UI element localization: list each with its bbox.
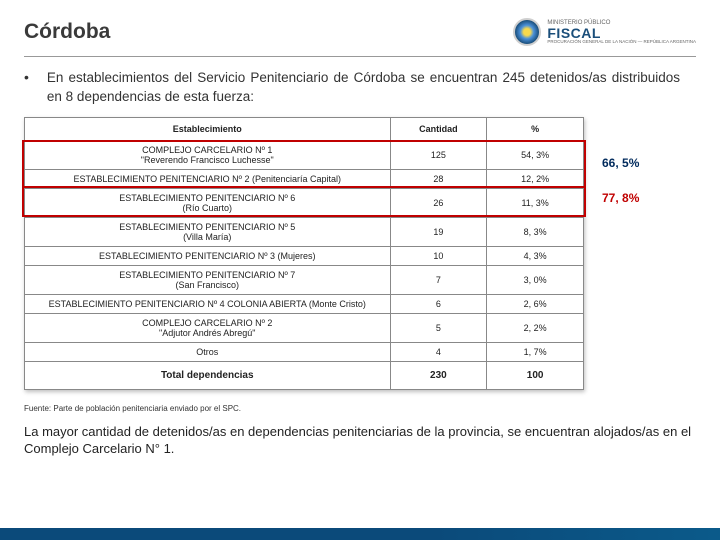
table-row: ESTABLECIMIENTO PENITENCIARIO Nº 7 (San … — [25, 265, 584, 294]
col-pct: % — [487, 117, 584, 140]
intro-text: En establecimientos del Servicio Peniten… — [47, 69, 680, 107]
table-container: Establecimiento Cantidad % COMPLEJO CARC… — [0, 117, 720, 390]
cell-cant: 125 — [390, 140, 487, 169]
cell-estab: ESTABLECIMIENTO PENITENCIARIO Nº 4 COLON… — [25, 294, 391, 313]
total-cant: 230 — [390, 361, 487, 389]
cell-estab: COMPLEJO CARCELARIO Nº 2 "Adjutor Andrés… — [25, 313, 391, 342]
cell-pct: 12, 2% — [487, 169, 584, 188]
table-row: ESTABLECIMIENTO PENITENCIARIO Nº 3 (Muje… — [25, 246, 584, 265]
cell-estab: COMPLEJO CARCELARIO Nº 1 "Reverendo Fran… — [25, 140, 391, 169]
table-row: COMPLEJO CARCELARIO Nº 1 "Reverendo Fran… — [25, 140, 584, 169]
table-total-row: Total dependencias230100 — [25, 361, 584, 389]
cell-estab: ESTABLECIMIENTO PENITENCIARIO Nº 6 (Río … — [25, 188, 391, 217]
conclusion-text: La mayor cantidad de detenidos/as en dep… — [0, 419, 720, 458]
total-pct: 100 — [487, 361, 584, 389]
cell-cant: 7 — [390, 265, 487, 294]
cell-estab: ESTABLECIMIENTO PENITENCIARIO Nº 5 (Vill… — [25, 217, 391, 246]
page-title: Córdoba — [24, 20, 110, 44]
source-text: Fuente: Parte de población penitenciaria… — [0, 390, 720, 419]
cell-pct: 2, 6% — [487, 294, 584, 313]
cell-cant: 10 — [390, 246, 487, 265]
logo-bigtext: FISCAL — [547, 26, 696, 40]
cell-cant: 6 — [390, 294, 487, 313]
cell-pct: 2, 2% — [487, 313, 584, 342]
cell-cant: 4 — [390, 342, 487, 361]
cell-cant: 28 — [390, 169, 487, 188]
cell-pct: 8, 3% — [487, 217, 584, 246]
cell-pct: 54, 3% — [487, 140, 584, 169]
footer-bar — [0, 528, 720, 540]
cell-pct: 11, 3% — [487, 188, 584, 217]
cell-pct: 3, 0% — [487, 265, 584, 294]
cell-cant: 19 — [390, 217, 487, 246]
table-row: ESTABLECIMIENTO PENITENCIARIO Nº 6 (Río … — [25, 188, 584, 217]
total-estab: Total dependencias — [25, 361, 391, 389]
logo: MINISTERIO PÚBLICO FISCAL PROCURACIÓN GE… — [513, 18, 696, 46]
table-row: ESTABLECIMIENTO PENITENCIARIO Nº 4 COLON… — [25, 294, 584, 313]
cell-estab: ESTABLECIMIENTO PENITENCIARIO Nº 3 (Muje… — [25, 246, 391, 265]
logo-icon — [513, 18, 541, 46]
col-estab: Establecimiento — [25, 117, 391, 140]
cell-estab: ESTABLECIMIENTO PENITENCIARIO Nº 7 (San … — [25, 265, 391, 294]
col-cant: Cantidad — [390, 117, 487, 140]
cell-pct: 4, 3% — [487, 246, 584, 265]
cell-pct: 1, 7% — [487, 342, 584, 361]
table-row: Otros41, 7% — [25, 342, 584, 361]
side-pct-b: 77, 8% — [602, 191, 639, 205]
bullet-marker: • — [24, 69, 29, 107]
cell-cant: 26 — [390, 188, 487, 217]
cell-estab: ESTABLECIMIENTO PENITENCIARIO Nº 2 (Peni… — [25, 169, 391, 188]
cell-estab: Otros — [25, 342, 391, 361]
table-row: ESTABLECIMIENTO PENITENCIARIO Nº 2 (Peni… — [25, 169, 584, 188]
side-pct-a: 66, 5% — [602, 156, 639, 170]
data-table: Establecimiento Cantidad % COMPLEJO CARC… — [24, 117, 584, 390]
table-row: COMPLEJO CARCELARIO Nº 2 "Adjutor Andrés… — [25, 313, 584, 342]
cell-cant: 5 — [390, 313, 487, 342]
table-row: ESTABLECIMIENTO PENITENCIARIO Nº 5 (Vill… — [25, 217, 584, 246]
logo-subtext: PROCURACIÓN GENERAL DE LA NACIÓN — REPÚB… — [547, 40, 696, 45]
